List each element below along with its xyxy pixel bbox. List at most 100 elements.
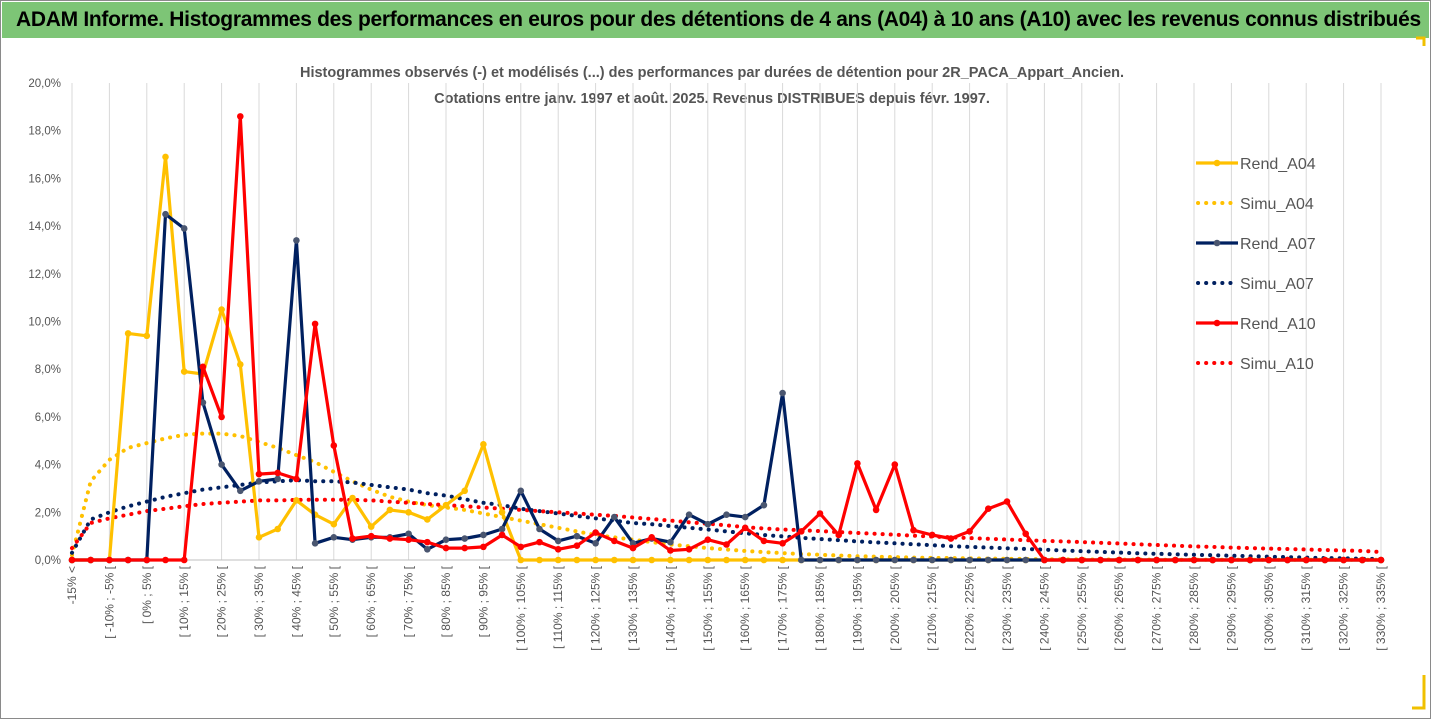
x-tick-label: [ 40% ; 45% [ bbox=[289, 565, 303, 637]
data-point bbox=[498, 509, 506, 516]
data-point bbox=[330, 520, 338, 528]
data-point bbox=[760, 501, 768, 509]
data-point bbox=[1059, 556, 1067, 564]
data-point bbox=[667, 556, 674, 564]
series-Simu_A04 bbox=[70, 431, 1383, 562]
data-point bbox=[218, 306, 225, 313]
plot-area bbox=[68, 113, 1385, 564]
data-point bbox=[293, 237, 300, 244]
data-point bbox=[162, 210, 169, 218]
data-point bbox=[928, 556, 936, 564]
data-point bbox=[723, 511, 730, 518]
series-line bbox=[72, 212, 1381, 562]
data-point bbox=[611, 537, 618, 545]
x-tick-label: [ 250% ; 255% [ bbox=[1075, 565, 1089, 650]
data-point bbox=[293, 475, 300, 483]
x-tick-label: [ 230% ; 235% [ bbox=[1000, 565, 1014, 650]
data-point bbox=[424, 516, 431, 523]
data-point bbox=[1003, 556, 1011, 564]
x-tick-label: [ 10% ; 15% [ bbox=[177, 565, 191, 637]
data-point bbox=[237, 487, 244, 495]
data-point bbox=[985, 556, 992, 564]
legend-marker bbox=[1213, 319, 1221, 327]
chart-title: Histogrammes observés (-) et modélisés (… bbox=[300, 65, 1124, 81]
legend-item: Simu_A04 bbox=[1196, 196, 1314, 213]
data-point bbox=[667, 547, 674, 554]
data-point bbox=[704, 520, 712, 528]
data-point bbox=[367, 532, 375, 540]
data-point bbox=[442, 501, 450, 509]
x-tick-label: [ 320% ; 325% [ bbox=[1337, 565, 1351, 650]
x-tick-label: [ 30% ; 35% [ bbox=[252, 565, 266, 637]
data-point bbox=[1340, 556, 1347, 564]
data-point bbox=[798, 528, 805, 535]
data-point bbox=[1302, 556, 1310, 564]
legend-label: Simu_A07 bbox=[1240, 276, 1314, 293]
series-Rend_A10 bbox=[68, 113, 1385, 564]
data-point bbox=[872, 556, 880, 564]
y-tick-label: 0,0% bbox=[35, 555, 61, 567]
data-point bbox=[760, 556, 768, 564]
data-point bbox=[68, 556, 76, 564]
data-point bbox=[536, 538, 543, 546]
data-point bbox=[405, 530, 412, 538]
data-point bbox=[199, 399, 207, 406]
data-point bbox=[536, 556, 543, 564]
data-point bbox=[461, 487, 469, 495]
data-point bbox=[629, 540, 637, 547]
x-tick-label: [ 130% ; 135% [ bbox=[626, 565, 640, 650]
data-point bbox=[424, 538, 431, 546]
x-tick-label: [ 70% ; 75% [ bbox=[402, 565, 416, 637]
series-line bbox=[70, 478, 1383, 561]
data-point bbox=[480, 441, 487, 448]
x-tick-label: [ 240% ; 245% [ bbox=[1037, 565, 1051, 650]
y-tick-label: 18,0% bbox=[28, 126, 61, 138]
data-point bbox=[218, 413, 225, 421]
data-point bbox=[779, 540, 786, 547]
series-Rend_A04 bbox=[68, 153, 1385, 564]
data-point bbox=[180, 225, 188, 232]
data-point bbox=[405, 536, 412, 544]
x-tick-label: [ 170% ; 175% [ bbox=[776, 565, 790, 650]
data-point bbox=[517, 487, 525, 495]
x-tick-label: [ 270% ; 275% [ bbox=[1150, 565, 1164, 650]
x-tick-label: [ 310% ; 315% [ bbox=[1299, 565, 1313, 650]
series-line bbox=[70, 431, 1383, 562]
data-point bbox=[723, 556, 730, 564]
data-point bbox=[648, 556, 655, 564]
data-point bbox=[1377, 556, 1385, 564]
data-point bbox=[274, 475, 282, 483]
legend-label: Rend_A04 bbox=[1240, 156, 1316, 173]
data-point bbox=[237, 361, 244, 368]
data-point bbox=[723, 541, 730, 548]
data-point bbox=[349, 535, 356, 542]
data-point bbox=[779, 556, 786, 564]
series-line bbox=[72, 114, 1381, 562]
chart-subtitle: Cotations entre janv. 1997 et août. 2025… bbox=[434, 91, 990, 107]
data-point bbox=[311, 540, 319, 547]
data-point bbox=[611, 513, 618, 521]
data-point bbox=[480, 543, 487, 551]
x-tick-label: [ 120% ; 125% [ bbox=[589, 565, 603, 650]
data-point bbox=[966, 556, 973, 564]
x-tick-label: [ 260% ; 265% [ bbox=[1112, 565, 1126, 650]
data-point bbox=[891, 461, 899, 468]
data-point bbox=[424, 545, 431, 553]
data-point bbox=[704, 536, 712, 544]
vertical-gridlines bbox=[71, 83, 1382, 560]
x-tick-label: [ 330% ; 335% [ bbox=[1374, 565, 1388, 650]
legend-label: Simu_A10 bbox=[1240, 356, 1314, 373]
x-tick-label: [ 140% ; 145% [ bbox=[663, 565, 677, 650]
x-tick-label: [ 180% ; 185% [ bbox=[813, 565, 827, 650]
data-point bbox=[255, 534, 263, 541]
data-point bbox=[985, 505, 992, 513]
data-point bbox=[1172, 556, 1179, 564]
data-point bbox=[554, 556, 562, 564]
data-point bbox=[330, 442, 338, 449]
y-tick-label: 16,0% bbox=[28, 173, 61, 185]
data-point bbox=[1228, 556, 1235, 564]
x-tick-label: [ 290% ; 295% [ bbox=[1224, 565, 1238, 650]
data-point bbox=[1246, 556, 1254, 564]
data-point bbox=[854, 460, 861, 467]
